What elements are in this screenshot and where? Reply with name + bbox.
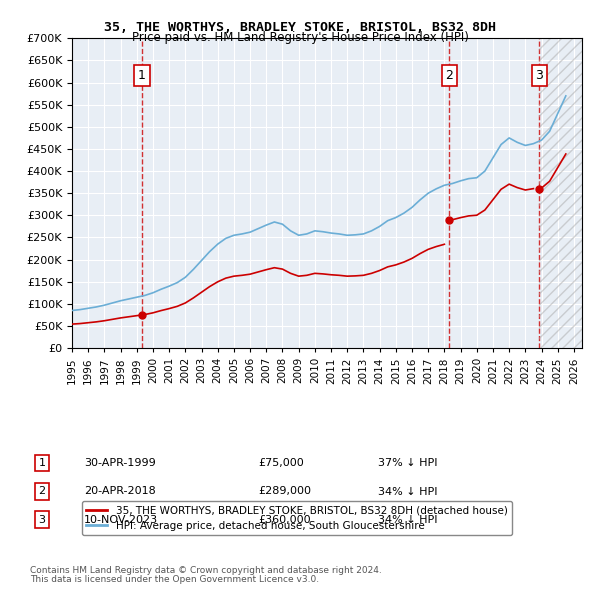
Text: 35, THE WORTHYS, BRADLEY STOKE, BRISTOL, BS32 8DH: 35, THE WORTHYS, BRADLEY STOKE, BRISTOL,… — [104, 21, 496, 34]
Text: 2: 2 — [38, 487, 46, 496]
Text: £289,000: £289,000 — [258, 487, 311, 496]
Text: 2: 2 — [445, 69, 454, 82]
Text: This data is licensed under the Open Government Licence v3.0.: This data is licensed under the Open Gov… — [30, 575, 319, 584]
Text: 3: 3 — [38, 515, 46, 525]
Text: £360,000: £360,000 — [258, 515, 311, 525]
Text: 37% ↓ HPI: 37% ↓ HPI — [378, 458, 437, 468]
Text: 1: 1 — [138, 69, 146, 82]
Text: 10-NOV-2023: 10-NOV-2023 — [84, 515, 158, 525]
Text: 34% ↓ HPI: 34% ↓ HPI — [378, 515, 437, 525]
Text: Price paid vs. HM Land Registry's House Price Index (HPI): Price paid vs. HM Land Registry's House … — [131, 31, 469, 44]
Text: 34% ↓ HPI: 34% ↓ HPI — [378, 487, 437, 496]
Text: 30-APR-1999: 30-APR-1999 — [84, 458, 156, 468]
Text: 20-APR-2018: 20-APR-2018 — [84, 487, 156, 496]
Legend: 35, THE WORTHYS, BRADLEY STOKE, BRISTOL, BS32 8DH (detached house), HPI: Average: 35, THE WORTHYS, BRADLEY STOKE, BRISTOL,… — [82, 502, 512, 535]
Text: Contains HM Land Registry data © Crown copyright and database right 2024.: Contains HM Land Registry data © Crown c… — [30, 566, 382, 575]
Text: 3: 3 — [535, 69, 543, 82]
Text: £75,000: £75,000 — [258, 458, 304, 468]
Text: 1: 1 — [38, 458, 46, 468]
